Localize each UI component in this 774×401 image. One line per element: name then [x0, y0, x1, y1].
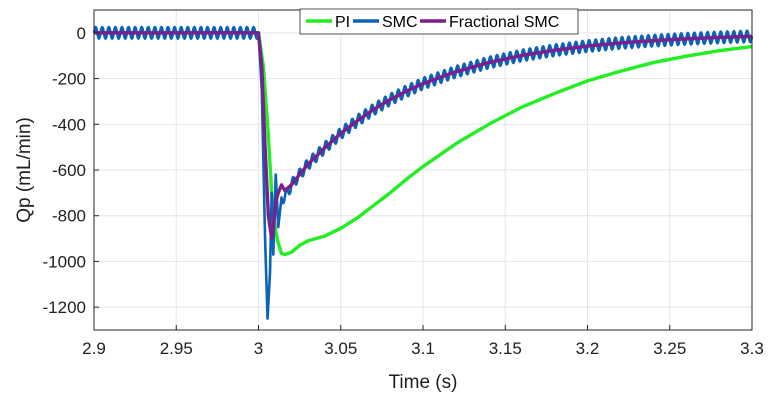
legend-label-fractional-smc: Fractional SMC: [449, 14, 559, 31]
x-tick-label: 3.1: [411, 339, 435, 358]
x-axis-label: Time (s): [389, 372, 458, 393]
x-tick-label: 3.15: [489, 339, 522, 358]
legend: PI SMC Fractional SMC: [299, 8, 579, 35]
y-tick-label: -600: [52, 161, 86, 180]
x-tick-label: 2.95: [160, 339, 193, 358]
x-axis-ticks: 2.9 2.95 3 3.05 3.1 3.15 3.2 3.25 3.3: [82, 325, 764, 358]
y-axis-label: Qp (mL/min): [14, 117, 35, 223]
legend-label-pi: PI: [335, 14, 350, 31]
y-tick-label: 0: [77, 24, 86, 43]
y-tick-label: -200: [52, 70, 86, 89]
x-tick-label: 3: [254, 339, 263, 358]
y-tick-label: -800: [52, 207, 86, 226]
x-tick-label: 3.05: [324, 339, 357, 358]
y-axis-ticks: 0 -200 -400 -600 -800 -1000 -1200: [43, 24, 99, 317]
y-tick-label: -400: [52, 115, 86, 134]
x-tick-label: 3.25: [653, 339, 686, 358]
series-line-fractional-smc: [94, 31, 753, 241]
legend-label-smc: SMC: [382, 14, 418, 31]
x-tick-label: 3.2: [576, 339, 600, 358]
x-tick-label: 3.3: [740, 339, 764, 358]
x-tick-label: 2.9: [82, 339, 106, 358]
series-lines: [92, 25, 754, 320]
y-tick-label: -1000: [43, 252, 86, 271]
y-tick-label: -1200: [43, 298, 86, 317]
